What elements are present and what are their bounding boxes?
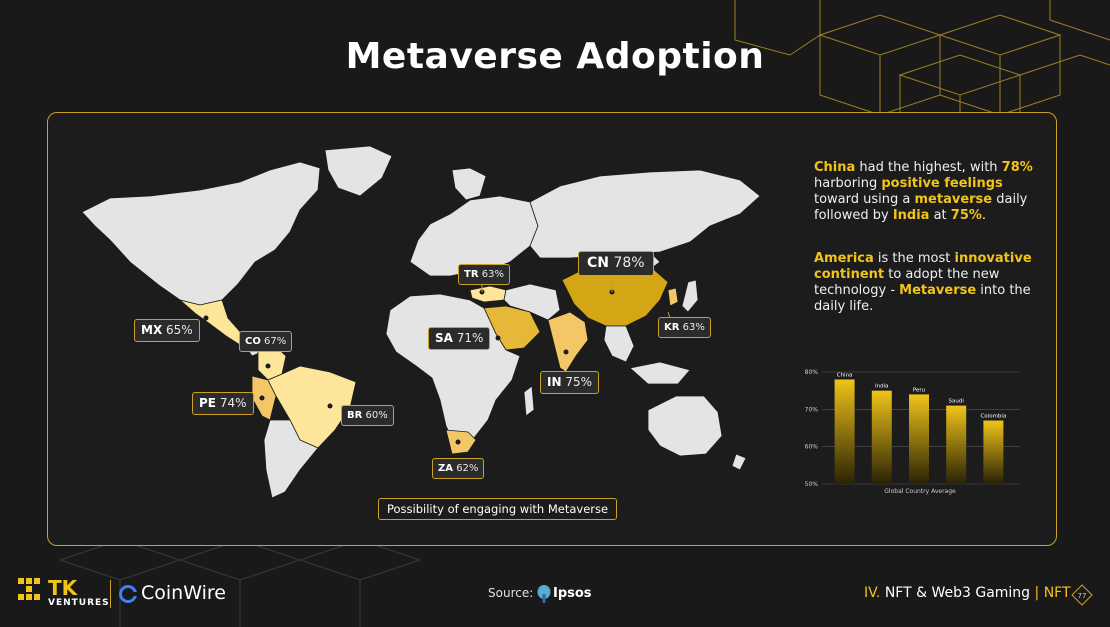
tk-brand-sub: VENTURES <box>48 598 110 608</box>
chart-y-tick: 50% <box>805 481 819 488</box>
chart-bar-peru <box>909 394 929 484</box>
page-number: 77 <box>1078 592 1087 600</box>
label-mx: MX 65% <box>134 319 200 342</box>
page-number-badge: 77 <box>1071 584 1093 606</box>
page-title: Metaverse Adoption <box>345 36 765 77</box>
insight-china: China had the highest, with 78% harborin… <box>814 160 1033 223</box>
coinwire-brand: CoinWire <box>141 582 226 604</box>
chart-bar-china <box>834 379 855 484</box>
label-tr: TR 63% <box>458 264 510 285</box>
tk-logo-icon <box>18 578 40 600</box>
label-pe: PE 74% <box>192 392 254 415</box>
label-za: ZA 62% <box>432 458 485 479</box>
section-indicator: IV. NFT & Web3 Gaming | NFT <box>864 585 1071 601</box>
label-cn: CN 78% <box>578 251 654 276</box>
map-brazil <box>267 365 357 449</box>
map-australia <box>647 395 723 457</box>
chart-bar-label: India <box>875 384 889 390</box>
map-japan <box>681 279 699 313</box>
ipsos-logo-icon <box>537 585 551 603</box>
chart-bar-label: Colombia <box>980 414 1006 420</box>
map-greenland <box>324 145 393 197</box>
label-sa: SA 71% <box>428 327 491 350</box>
map-north-america <box>81 161 321 306</box>
brand-separator <box>110 580 111 608</box>
chart-bar-colombia <box>983 420 1004 484</box>
chart-x-label: Global Country Average <box>884 488 956 495</box>
chart-bar-saudi <box>946 405 967 484</box>
chart-bar-label: Saudi <box>949 399 965 405</box>
chart-bar-india <box>871 390 892 484</box>
chart-y-tick: 80% <box>805 369 819 376</box>
map-southeast-asia <box>603 325 635 363</box>
chart-bar-label: China <box>837 372 853 378</box>
source-label: Source: <box>488 586 534 600</box>
label-br: BR 60% <box>341 405 394 426</box>
map-korea <box>667 287 679 307</box>
map-caption: Possibility of engaging with Metaverse <box>378 498 618 520</box>
map-russia <box>529 169 760 259</box>
map-south-africa <box>445 429 477 455</box>
map-india <box>547 311 589 373</box>
chart-y-tick: 60% <box>805 444 819 451</box>
map-turkey <box>469 285 507 303</box>
chart-bar-label: Peru <box>913 387 925 393</box>
map-south-america-rest <box>263 419 319 499</box>
tk-brand: TK <box>48 576 78 600</box>
label-kr: KR 63% <box>658 317 711 338</box>
chart-y-tick: 70% <box>805 406 819 413</box>
insight-america: America is the most innovative continent… <box>814 251 1032 314</box>
label-in: IN 75% <box>540 371 600 394</box>
label-co: CO 67% <box>239 331 293 352</box>
country-bar-chart: 50% 60% 70% 80% China India Peru Saudi Colombia… <box>805 369 1020 495</box>
source-name: Ipsos <box>553 586 592 601</box>
coinwire-logo-icon <box>119 585 137 603</box>
